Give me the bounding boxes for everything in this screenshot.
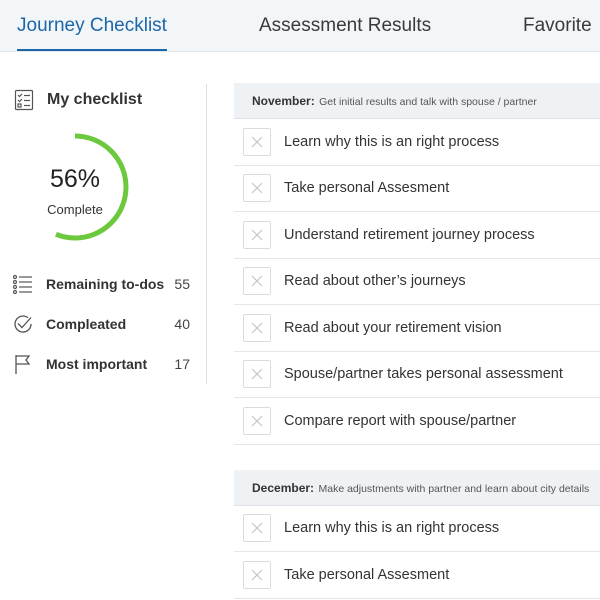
checkbox[interactable] <box>243 220 271 249</box>
checkbox[interactable] <box>243 560 271 589</box>
close-icon <box>251 522 263 534</box>
section-description: Get initial results and talk with spouse… <box>319 96 537 108</box>
close-icon <box>251 368 263 380</box>
checklist-row[interactable]: Spouse/partner takes personal assessment <box>234 352 600 398</box>
checklist-item-label: Read about your retirement vision <box>284 319 502 336</box>
tab-journey-checklist[interactable]: Journey Checklist <box>17 0 167 51</box>
checkbox[interactable] <box>243 360 271 389</box>
stat-count: 17 <box>174 356 190 372</box>
checklist-item-label: Learn why this is an right process <box>284 520 500 537</box>
checklist-item-label: Understand retirement journey process <box>284 226 535 243</box>
stat-label: Compleated <box>46 316 127 332</box>
checkbox[interactable] <box>243 174 271 203</box>
stat-label: Most important <box>46 356 148 372</box>
sidebar-title-label: My checklist <box>47 91 143 108</box>
checklist-row[interactable]: Read about other’s journeys <box>234 259 600 305</box>
close-icon <box>251 415 263 427</box>
checkbox[interactable] <box>243 127 271 156</box>
checklist-row[interactable]: Learn why this is an right process <box>234 119 600 166</box>
checkbox[interactable] <box>243 406 271 435</box>
sidebar-divider <box>206 84 207 384</box>
tab-bar: Journey Checklist Assessment Results Fav… <box>0 0 600 52</box>
checklist-row[interactable]: Take personal Assesment <box>234 166 600 212</box>
checklist-row[interactable]: Take personal Assesment <box>234 552 600 599</box>
tab-assessment-results[interactable]: Assessment Results <box>259 15 432 36</box>
progress-percent: 56% <box>49 165 101 193</box>
checklist-row[interactable]: Read about your retirement vision <box>234 305 600 352</box>
section-header-november: November: Get initial results and talk w… <box>234 83 600 119</box>
checklist-sidebar: My checklist 56% Complete Remaining to-d… <box>0 52 207 382</box>
close-icon <box>251 182 263 194</box>
section-month: November: <box>252 94 315 108</box>
close-icon <box>251 275 263 287</box>
stat-most-important[interactable]: Most important 17 <box>12 352 190 376</box>
stat-completed[interactable]: Compleated 40 <box>12 312 190 336</box>
stat-count: 55 <box>174 276 190 292</box>
sidebar-title: My checklist <box>12 88 142 112</box>
checklist-row[interactable]: Learn why this is an right process <box>234 506 600 552</box>
close-icon <box>251 136 263 148</box>
stat-count: 40 <box>174 316 190 332</box>
section-description: Make adjustments with partner and learn … <box>318 482 590 495</box>
flag-icon <box>15 355 31 374</box>
checklist-main: November: Get initial results and talk w… <box>234 83 600 600</box>
stat-label: Remaining to-dos <box>46 276 165 292</box>
checklist-item-label: Take personal Assesment <box>284 566 450 583</box>
close-icon <box>251 229 263 241</box>
checklist-item-label: Spouse/partner takes personal assessment <box>284 366 563 383</box>
progress-caption: Complete <box>47 202 103 217</box>
check-badge-icon <box>14 315 32 333</box>
checklist-row[interactable]: Compare report with spouse/partner <box>234 398 600 445</box>
checklist-item-label: Read about other’s journeys <box>284 273 466 290</box>
checklist-icon <box>14 89 34 111</box>
section-gap <box>234 445 600 470</box>
checklist-item-label: Take personal Assesment <box>284 180 450 197</box>
close-icon <box>251 569 263 581</box>
tab-favorite[interactable]: Favorite <box>523 15 592 36</box>
close-icon <box>251 322 263 334</box>
stat-remaining-todos[interactable]: Remaining to-dos 55 <box>12 272 190 296</box>
progress-ring <box>21 133 129 241</box>
section-month: December: <box>252 480 315 495</box>
checklist-row[interactable]: Understand retirement journey process <box>234 212 600 259</box>
checklist-item-label: Compare report with spouse/partner <box>284 412 517 429</box>
checkbox[interactable] <box>243 313 271 342</box>
checkbox[interactable] <box>243 514 271 543</box>
checklist-item-label: Learn why this is an right process <box>284 133 500 150</box>
section-header-december: December: Make adjustments with partner … <box>234 469 600 506</box>
checkbox[interactable] <box>243 267 271 296</box>
list-icon <box>12 274 32 295</box>
